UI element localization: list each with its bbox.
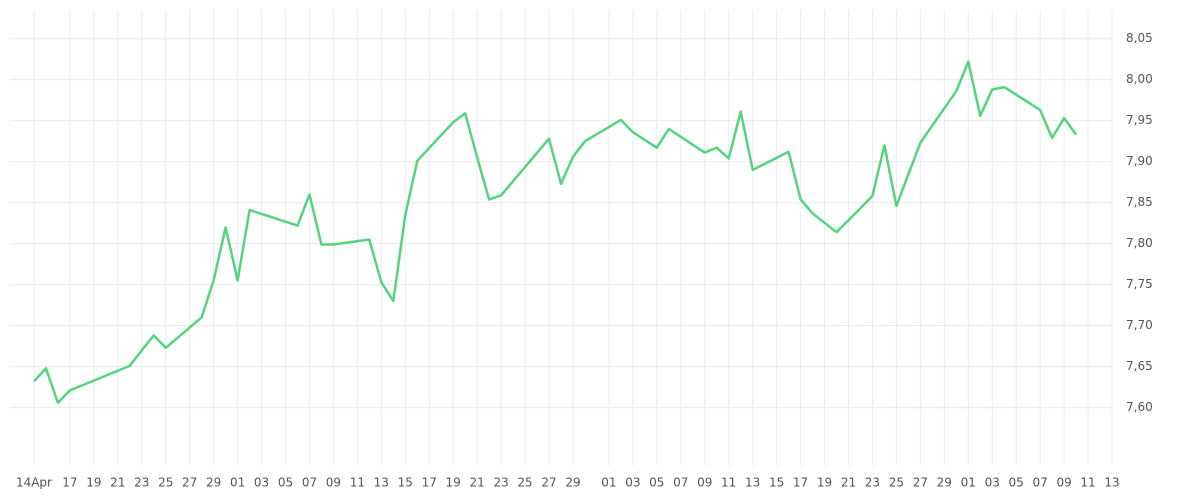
x-tick-label: 01 <box>961 476 976 490</box>
y-tick-label: 7,95 <box>1126 113 1153 127</box>
x-tick-label: 03 <box>985 476 1000 490</box>
x-tick-label: 14Apr <box>16 476 52 490</box>
x-tick-label: 19 <box>446 476 461 490</box>
x-tick-label: 29 <box>206 476 221 490</box>
x-tick-label: 21 <box>110 476 125 490</box>
x-tick-label: 05 <box>278 476 293 490</box>
y-tick-label: 7,80 <box>1126 236 1153 250</box>
x-tick-label: 25 <box>517 476 532 490</box>
x-tick-label: 01 <box>230 476 245 490</box>
x-tick-label: 11 <box>721 476 736 490</box>
x-tick-label: 19 <box>86 476 101 490</box>
x-tick-label: 25 <box>889 476 904 490</box>
x-tick-label: 03 <box>254 476 269 490</box>
x-tick-label: 07 <box>1032 476 1047 490</box>
x-tick-label: 11 <box>350 476 365 490</box>
x-tick-label: 09 <box>1056 476 1071 490</box>
x-tick-label: 05 <box>649 476 664 490</box>
line-series <box>33 60 1078 404</box>
x-tick-label: 17 <box>62 476 77 490</box>
y-tick-label: 7,70 <box>1126 318 1153 332</box>
x-tick-label: 27 <box>182 476 197 490</box>
x-tick-label: 09 <box>697 476 712 490</box>
y-tick-label: 8,05 <box>1126 31 1153 45</box>
x-tick-label: 07 <box>302 476 317 490</box>
y-tick-label: 7,65 <box>1126 359 1153 373</box>
x-tick-label: 29 <box>937 476 952 490</box>
x-tick-label: 29 <box>565 476 580 490</box>
x-tick-label: 27 <box>913 476 928 490</box>
x-tick-label: 23 <box>865 476 880 490</box>
x-tick-label: 05 <box>1009 476 1024 490</box>
x-tick-label: 15 <box>398 476 413 490</box>
x-tick-label: 17 <box>793 476 808 490</box>
x-tick-label: 21 <box>470 476 485 490</box>
x-tick-label: 23 <box>493 476 508 490</box>
y-tick-label: 7,75 <box>1126 277 1153 291</box>
x-tick-label: 07 <box>673 476 688 490</box>
x-tick-label: 13 <box>745 476 760 490</box>
x-tick-label: 13 <box>1104 476 1119 490</box>
x-tick-label: 11 <box>1080 476 1095 490</box>
x-tick-label: 03 <box>625 476 640 490</box>
x-tick-label: 17 <box>422 476 437 490</box>
x-tick-label: 15 <box>769 476 784 490</box>
y-tick-label: 8,00 <box>1126 72 1153 86</box>
x-tick-label: 19 <box>817 476 832 490</box>
x-tick-label: 25 <box>158 476 173 490</box>
x-tick-label: 13 <box>374 476 389 490</box>
x-tick-label: 01 <box>601 476 616 490</box>
y-tick-label: 7,90 <box>1126 154 1153 168</box>
y-tick-label: 7,85 <box>1126 195 1153 209</box>
y-tick-label: 7,60 <box>1126 400 1153 414</box>
x-tick-label: 09 <box>326 476 341 490</box>
x-tick-label: 23 <box>134 476 149 490</box>
x-tick-label: 27 <box>541 476 556 490</box>
x-tick-label: 21 <box>841 476 856 490</box>
